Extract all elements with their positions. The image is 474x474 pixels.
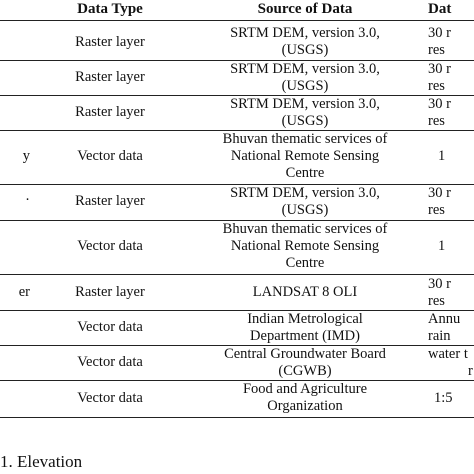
row-9-date-line-2: r [468,363,473,379]
row-8-date: Annu rain [428,311,474,345]
row-2-date-line-1: 30 r [428,61,451,77]
row-8-date-line-1: Annu [428,311,461,327]
row-6-date-line-1: 1 [438,238,446,254]
row-5-source-line-1: SRTM DEM, version 3.0, [230,185,380,201]
row-7-rule [0,310,474,311]
row-2-source: SRTM DEM, version 3.0, (USGS) [190,61,420,95]
row-1-type: Raster layer [75,34,145,50]
row-9-date-line-1: water t [428,346,468,362]
row-7-type: Raster layer [75,284,145,300]
row-10-date: 1:5 [428,390,474,407]
row-8-source: Indian Metrological Department (IMD) [190,311,420,345]
row-10-source-line-1: Food and Agriculture [242,381,368,397]
row-3-rule [0,130,474,131]
row-2-date-line-2: res [428,78,445,94]
row-6-source-line-2: National Remote Sensing [230,238,380,254]
row-9-type: Vector data [77,354,143,370]
row-4-source-line-2: National Remote Sensing [230,148,380,164]
row-7-source: LANDSAT 8 OLI [190,284,420,301]
row-4-rule [0,184,474,185]
row-8-type: Vector data [77,319,143,335]
row-1-source: SRTM DEM, version 3.0, (USGS) [190,25,420,59]
row-9-source-line-2: (CGWB) [278,363,332,379]
row-9-date: water t r [428,346,474,380]
row-3-date: 30 r res [428,96,474,130]
row-7-date-line-1: 30 r [428,276,451,292]
row-7-date-line-2: res [428,293,445,309]
row-5-first: · [25,192,30,208]
row-3-date-line-1: 30 r [428,96,451,112]
table-bottom-rule [0,417,474,418]
row-2-date: 30 r res [428,61,474,95]
row-3-source: SRTM DEM, version 3.0, (USGS) [190,96,420,130]
row-8-rule [0,345,474,346]
row-1-date: 30 r res [428,25,474,59]
row-5-date-line-2: res [428,202,445,218]
row-6-date: 1 [428,238,474,255]
row-3-source-line-2: (USGS) [281,113,329,129]
row-10-date-line-1: 1:5 [434,390,453,406]
row-3-source-line-1: SRTM DEM, version 3.0, [230,96,380,112]
row-6-rule [0,274,474,275]
row-10-source: Food and Agriculture Organization [190,381,420,415]
row-6-source-line-1: Bhuvan thematic services of [222,221,388,237]
row-6-source-line-3: Centre [285,255,325,271]
row-6-type: Vector data [77,238,143,254]
row-9-source: Central Groundwater Board (CGWB) [190,346,420,380]
row-4-date-line-1: 1 [438,148,446,164]
row-4-source: Bhuvan thematic services of National Rem… [190,131,420,182]
header-date: Dat [428,1,452,17]
row-1-date-line-2: res [428,42,445,58]
row-4-first: y [22,148,30,164]
row-5-date: 30 r res [428,185,474,219]
row-9-rule [0,380,474,381]
header-data-type: Data Type [77,1,143,17]
row-10-type: Vector data [77,390,143,406]
row-2-rule [0,95,474,96]
row-1-rule [0,60,474,61]
row-7-date: 30 r res [428,276,474,310]
row-4-type: Vector data [77,148,143,164]
row-8-source-line-1: Indian Metrological [247,311,363,327]
row-1-source-line-2: (USGS) [281,42,329,58]
row-3-date-line-2: res [428,113,445,129]
row-4-source-line-1: Bhuvan thematic services of [222,131,388,147]
row-3-type: Raster layer [75,104,145,120]
row-9-source-line-1: Central Groundwater Board [224,346,386,362]
row-8-source-line-2: Department (IMD) [250,328,360,344]
row-4-source-line-3: Centre [285,165,325,181]
header-source-of-data: Source of Data [257,1,353,17]
row-8-date-line-2: rain [428,328,451,344]
row-4-date: 1 [428,148,474,165]
row-2-source-line-1: SRTM DEM, version 3.0, [230,61,380,77]
row-5-type: Raster layer [75,193,145,209]
row-2-source-line-2: (USGS) [281,78,329,94]
row-10-source-line-2: Organization [267,398,343,414]
row-7-first: er [18,284,30,300]
row-5-source-line-2: (USGS) [281,202,329,218]
row-5-date-line-1: 30 r [428,185,451,201]
header-bottom-rule [0,20,474,21]
row-1-source-line-1: SRTM DEM, version 3.0, [230,25,380,41]
row-2-type: Raster layer [75,69,145,85]
row-7-source-line-1: LANDSAT 8 OLI [252,284,358,300]
row-1-date-line-1: 30 r [428,25,451,41]
section-heading: 1. Elevation [0,452,83,471]
row-5-rule [0,220,474,221]
row-5-source: SRTM DEM, version 3.0, (USGS) [190,185,420,219]
row-6-source: Bhuvan thematic services of National Rem… [190,221,420,272]
